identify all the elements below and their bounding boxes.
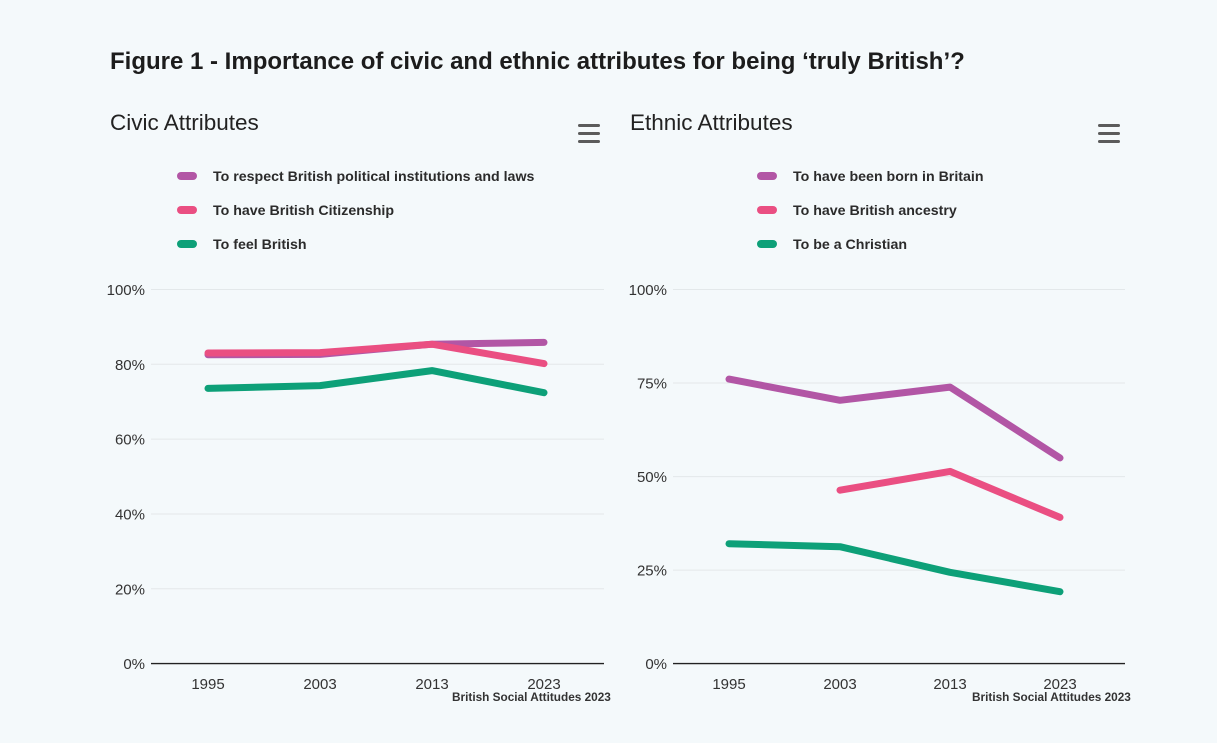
svg-text:20%: 20% xyxy=(115,581,145,598)
svg-text:1995: 1995 xyxy=(191,676,224,693)
svg-text:1995: 1995 xyxy=(712,676,745,693)
svg-text:0%: 0% xyxy=(645,656,667,673)
svg-text:2003: 2003 xyxy=(303,676,336,693)
svg-text:50%: 50% xyxy=(637,469,667,486)
svg-text:60%: 60% xyxy=(115,432,145,449)
svg-text:25%: 25% xyxy=(637,563,667,580)
svg-text:2003: 2003 xyxy=(823,676,856,693)
svg-text:40%: 40% xyxy=(115,507,145,524)
svg-text:2013: 2013 xyxy=(415,676,448,693)
svg-text:100%: 100% xyxy=(629,282,667,299)
svg-text:0%: 0% xyxy=(123,656,145,673)
svg-text:100%: 100% xyxy=(107,282,145,299)
svg-text:2013: 2013 xyxy=(933,676,966,693)
svg-text:75%: 75% xyxy=(637,376,667,393)
svg-text:80%: 80% xyxy=(115,357,145,374)
